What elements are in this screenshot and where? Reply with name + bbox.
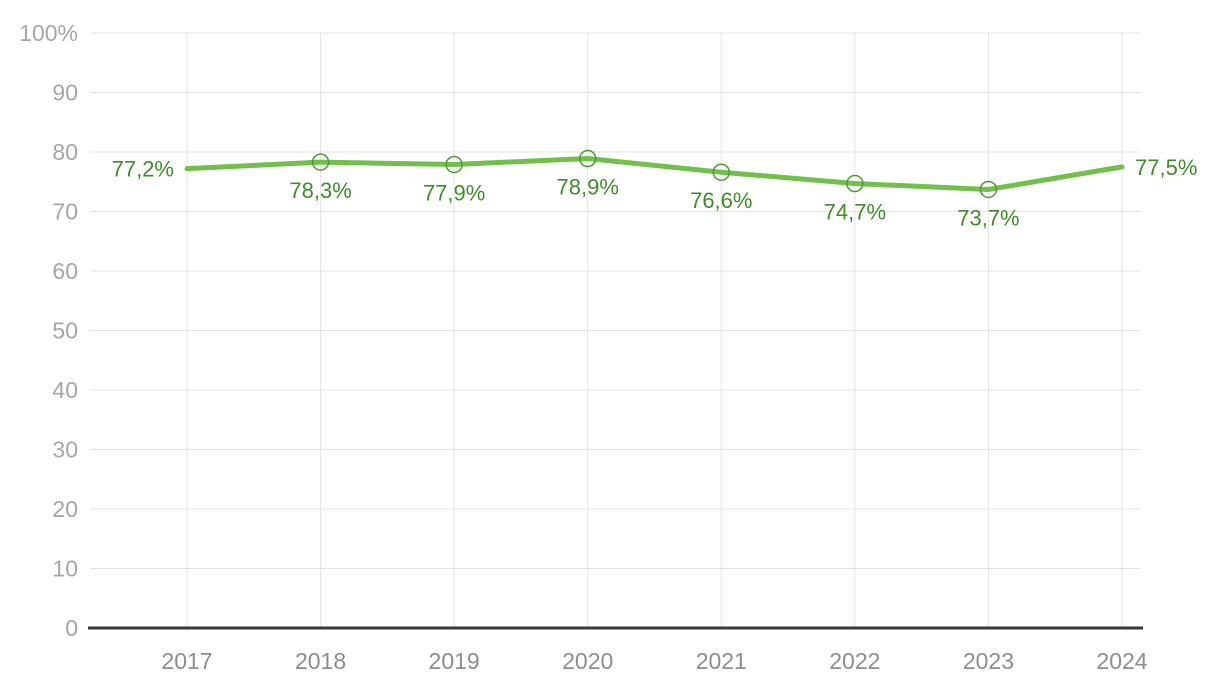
y-tick-label: 10 [52,556,78,582]
y-tick-label: 70 [52,199,78,225]
data-label: 78,9% [557,175,619,200]
data-label: 77,5% [1135,155,1197,180]
y-tick-label: 60 [52,258,78,284]
data-point-marker[interactable] [846,174,864,193]
data-label: 73,7% [957,205,1019,230]
x-tick-label: 2021 [696,648,747,674]
data-point-marker[interactable] [712,163,731,181]
data-point-marker[interactable] [578,149,597,168]
series-line [184,156,1125,192]
y-tick-label: 90 [52,80,78,106]
y-tick-label: 100% [19,20,78,46]
y-tick-label: 30 [52,437,78,463]
y-tick-label: 50 [52,318,78,344]
x-tick-label: 2019 [429,648,480,674]
data-label: 74,7% [824,200,886,225]
x-tick-label: 2022 [829,648,880,674]
y-tick-label: 20 [52,496,78,522]
data-label: 78,3% [289,178,351,203]
data-label: 76,6% [690,188,752,213]
data-label: 77,2% [112,157,174,182]
x-tick-label: 2017 [161,648,212,674]
x-tick-label: 2024 [1096,648,1147,674]
x-tick-label: 2020 [562,648,613,674]
y-tick-label: 80 [52,139,78,165]
y-tick-label: 40 [52,377,78,403]
x-tick-label: 2018 [295,648,346,674]
data-point-marker[interactable] [445,155,463,174]
data-point-marker[interactable] [311,153,330,171]
y-tick-label: 0 [65,615,78,641]
data-point-marker[interactable] [979,180,998,199]
x-tick-label: 2023 [963,648,1014,674]
data-label: 77,9% [423,180,485,205]
